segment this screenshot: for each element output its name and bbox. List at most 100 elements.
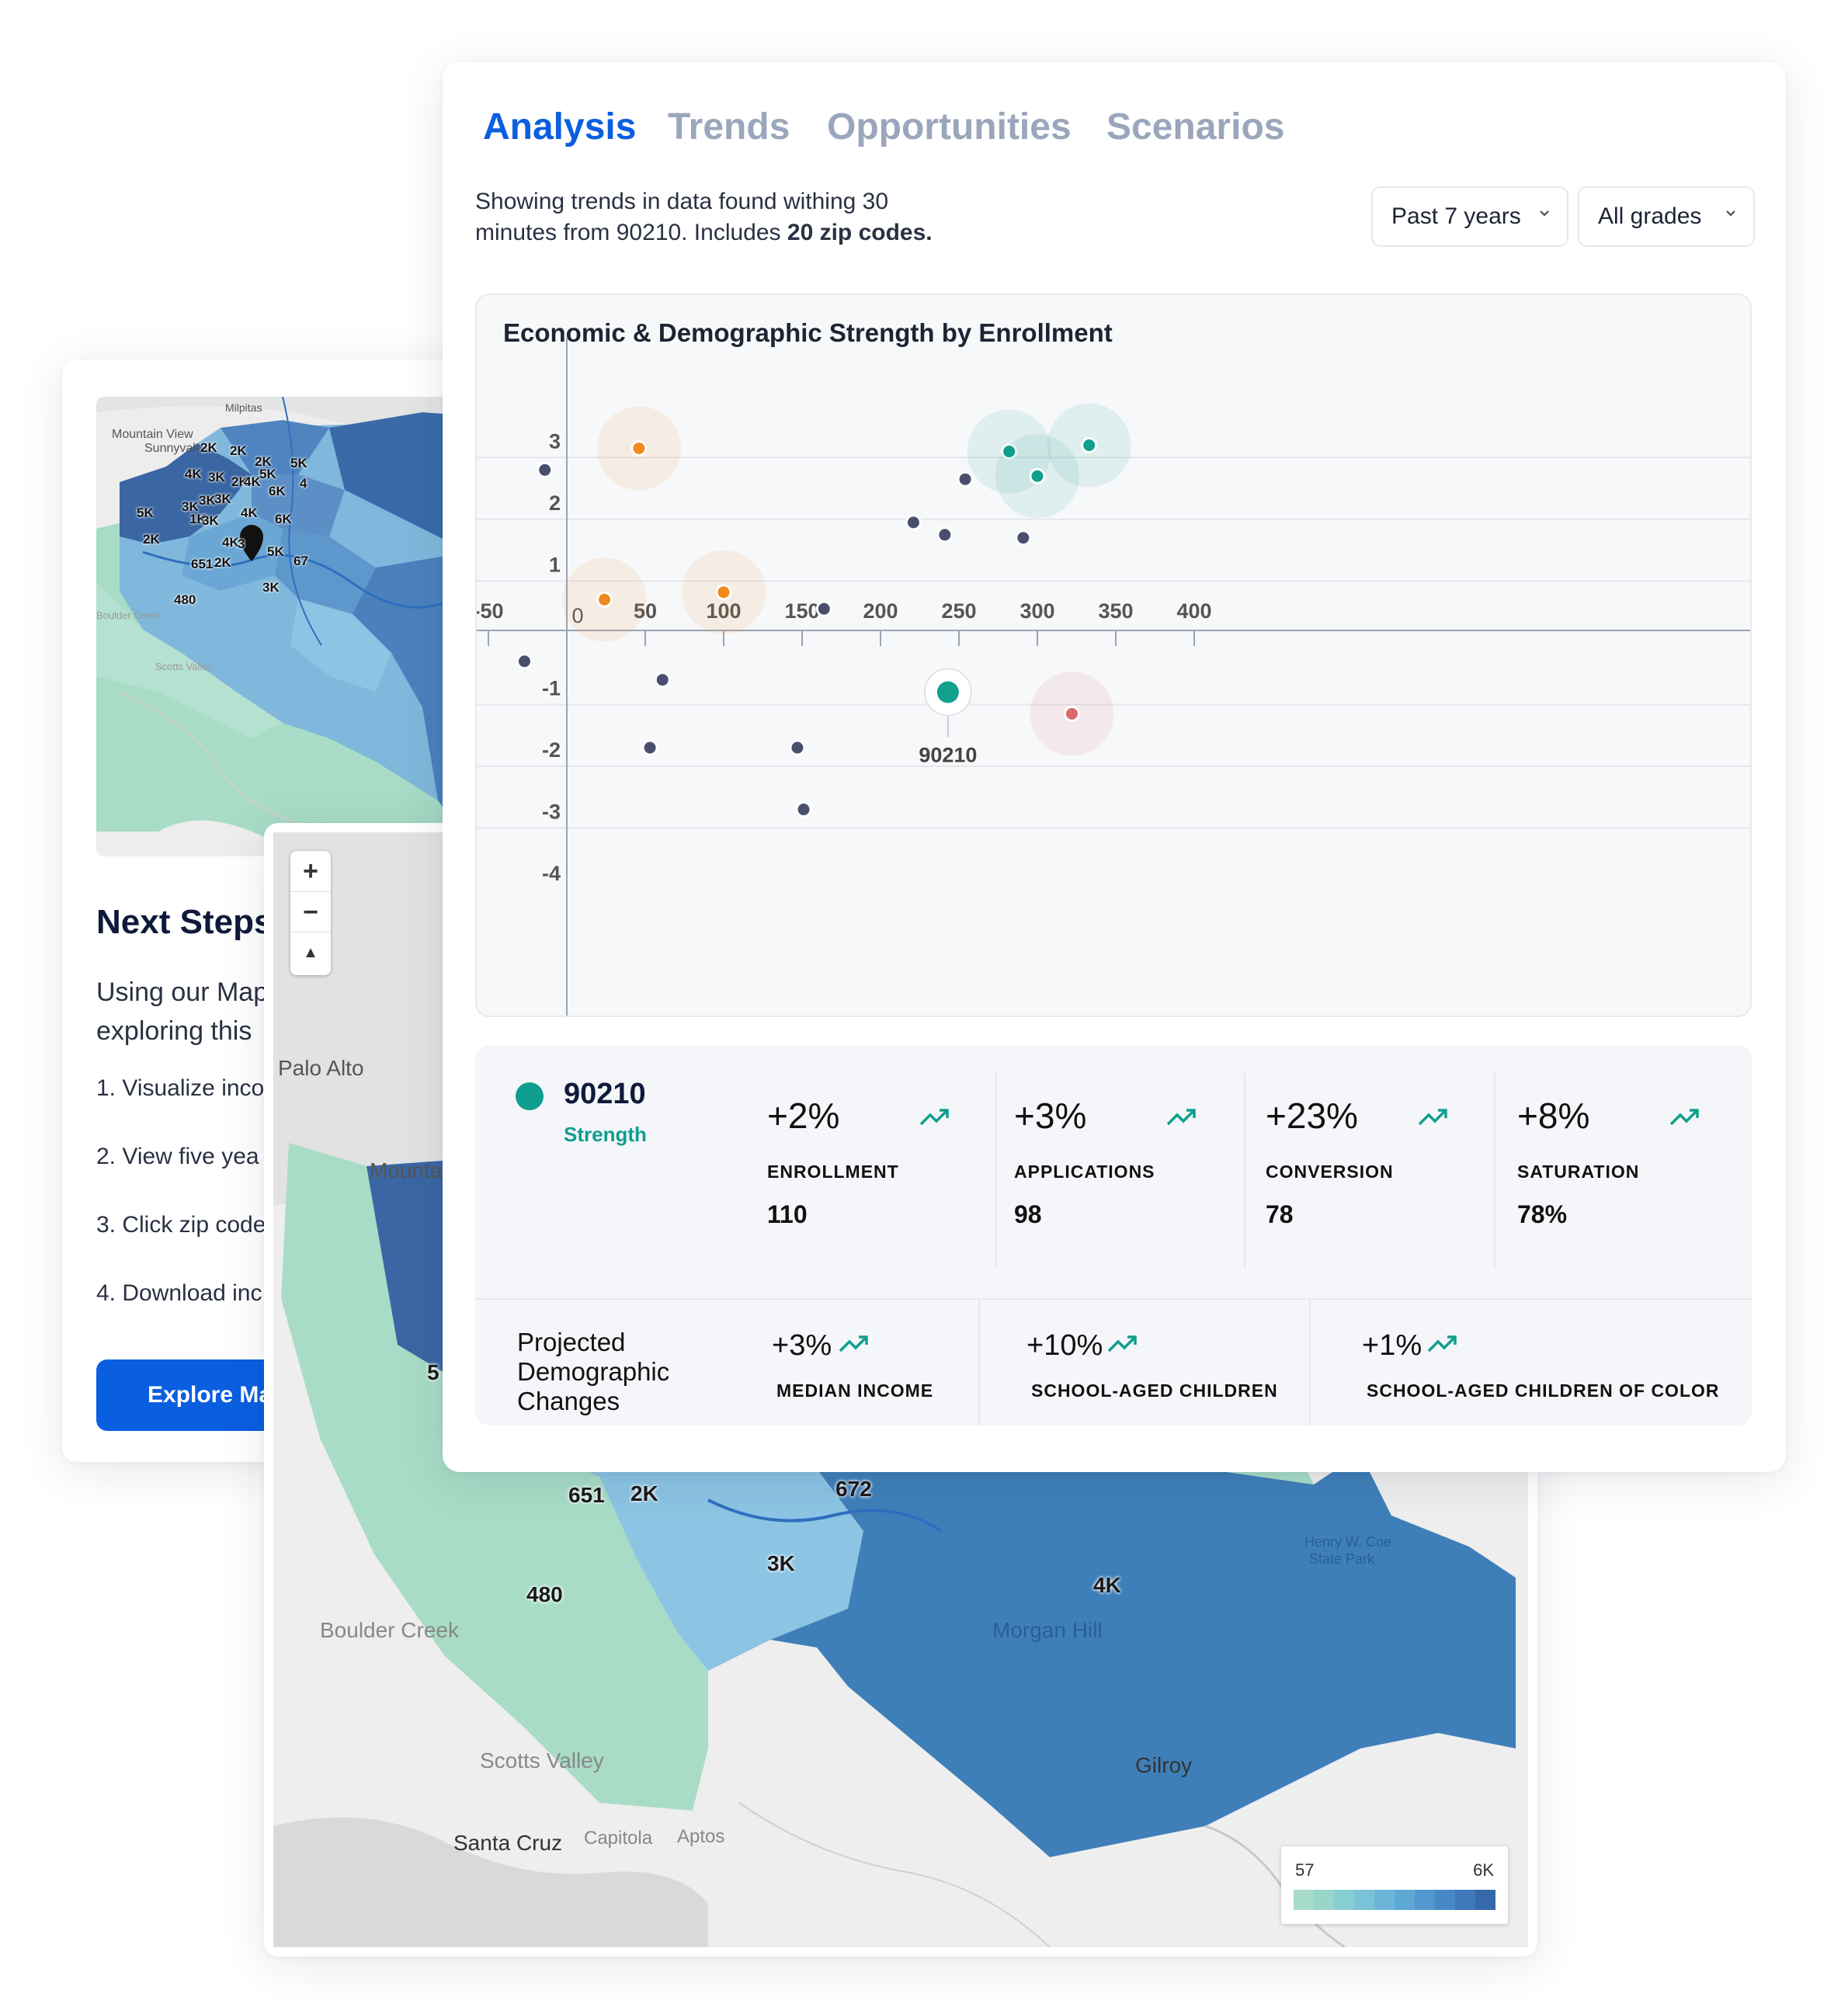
map-place-label: Boulder Creek [320, 1618, 459, 1642]
trend-up-icon [1427, 1335, 1457, 1353]
legend-color-step [1314, 1890, 1334, 1910]
y-tick-label: -1 [542, 677, 561, 700]
map-place-label: Aptos [677, 1826, 725, 1847]
chart-title: Economic & Demographic Strength by Enrol… [503, 318, 1113, 347]
map-place-label: Santa Cruz [453, 1831, 563, 1855]
map-value-label: 672 [835, 1477, 872, 1501]
x-tick-label: 200 [863, 599, 898, 623]
mini-map-value: 67 [294, 554, 308, 568]
data-point [1063, 705, 1080, 722]
legend-color-step [1395, 1890, 1415, 1910]
period-dropdown-value: Past 7 years [1391, 203, 1521, 229]
next-steps-title: Next Steps [96, 903, 273, 941]
compass-icon[interactable]: ▲ [290, 932, 331, 973]
metric-change: +2% [767, 1096, 840, 1136]
metric-enrollment: +2% ENROLLMENT 110 [767, 1076, 1000, 1262]
data-point [630, 439, 648, 457]
map-place-label: Mountai [370, 1158, 447, 1182]
divider [1494, 1073, 1495, 1269]
data-point [789, 739, 806, 756]
zoom-out-button[interactable]: − [290, 891, 331, 932]
projected-change: +10% [1026, 1329, 1103, 1362]
mini-map-value: 4K [241, 505, 258, 520]
metric-saturation: +8% SATURATION 78% [1517, 1076, 1750, 1262]
data-point [795, 801, 812, 818]
intro-line: exploring this [96, 1016, 252, 1046]
next-step-item: 2. View five yea [96, 1144, 259, 1169]
legend-color-step [1415, 1890, 1435, 1910]
data-point [654, 672, 671, 689]
data-point [1081, 437, 1098, 453]
data-point [815, 600, 832, 617]
chevron-down-icon [1726, 210, 1735, 217]
divider [475, 1298, 1752, 1300]
map-place-label: Morgan Hill [992, 1618, 1103, 1642]
zoom-in-button[interactable]: + [303, 856, 318, 886]
description-line: minutes from 90210. Includes 20 zip code… [475, 217, 1034, 248]
tab-scenarios[interactable]: Scenarios [1106, 106, 1285, 148]
metric-value: 78 [1266, 1200, 1294, 1228]
map-value-label: 651 [568, 1483, 605, 1507]
map-value-label: 5 [427, 1360, 439, 1384]
grades-dropdown-value: All grades [1598, 203, 1702, 229]
mini-map-value: 3K [199, 493, 216, 508]
mini-map-value: 3 [238, 536, 245, 551]
metric-name: SATURATION [1517, 1162, 1640, 1182]
legend-min-label: 57 [1295, 1860, 1315, 1880]
description-text-part: minutes from 90210. Includes [475, 220, 787, 245]
highlight-label: 90210 [919, 744, 977, 767]
metric-name: ENROLLMENT [767, 1162, 899, 1182]
grades-dropdown[interactable]: All grades [1578, 186, 1755, 247]
mini-map-place: Boulder Creek [96, 609, 162, 621]
tab-trends[interactable]: Trends [668, 106, 790, 148]
tab-opportunities[interactable]: Opportunities [827, 106, 1072, 148]
data-point [1015, 530, 1032, 547]
metric-value: 110 [767, 1200, 808, 1228]
map-place-label: Henry W. Coe [1304, 1534, 1392, 1550]
map-legend: 57 6K [1281, 1846, 1508, 1924]
metric-change: +23% [1266, 1096, 1358, 1136]
legend-color-step [1374, 1890, 1395, 1910]
legend-max-label: 6K [1473, 1860, 1494, 1880]
mini-map-value: 2K [200, 440, 217, 455]
highlight-point [936, 681, 959, 703]
metric-conversion: +23% CONVERSION 78 [1266, 1076, 1499, 1262]
mini-map-value: 5K [267, 544, 284, 559]
intro-line: Using our Map [96, 977, 269, 1007]
y-tick-label: 1 [549, 554, 561, 577]
map-value-label: 2K [630, 1481, 658, 1505]
divider [995, 1073, 997, 1269]
mini-map-value: 3K [182, 499, 199, 514]
projected-changes-title: Projected Demographic Changes [517, 1328, 670, 1415]
map-value-label: 480 [526, 1582, 563, 1606]
mini-map-value: 4K [222, 535, 239, 550]
legend-color-step [1435, 1890, 1455, 1910]
mini-map-value: 2K [231, 474, 248, 489]
next-step-item: 3. Click zip code [96, 1212, 266, 1238]
trend-up-icon [1107, 1335, 1137, 1353]
metric-applications: +3% APPLICATIONS 98 [1014, 1076, 1247, 1262]
chevron-down-icon [1540, 210, 1549, 217]
trend-up-icon [1669, 1109, 1699, 1126]
y-tick-label: -2 [542, 738, 561, 762]
mini-map-value: 6K [275, 512, 292, 526]
map-place-label: Scotts Valley [480, 1748, 604, 1773]
metric-value: 78% [1517, 1200, 1568, 1228]
y-tick-label: 3 [549, 430, 561, 453]
analysis-card: Analysis Trends Opportunities Scenarios … [443, 62, 1786, 1472]
metric-value: 98 [1014, 1200, 1042, 1228]
period-dropdown[interactable]: Past 7 years [1371, 186, 1568, 247]
mini-map-value: 4K [185, 467, 202, 481]
data-point [905, 514, 922, 531]
metric-name: CONVERSION [1266, 1162, 1394, 1182]
y-tick-label: -3 [542, 800, 561, 824]
map-place-label: Gilroy [1135, 1753, 1193, 1777]
tab-analysis[interactable]: Analysis [483, 106, 637, 148]
mini-map-value: 4 [300, 476, 307, 491]
projected-name: MEDIAN INCOME [776, 1380, 934, 1401]
scatter-chart-panel: Economic & Demographic Strength by Enrol… [475, 293, 1752, 1017]
projected-change: +3% [772, 1329, 832, 1362]
legend-color-step [1294, 1890, 1314, 1910]
strength-label: Strength [564, 1123, 647, 1146]
x-tick-label: -50 [477, 599, 504, 623]
